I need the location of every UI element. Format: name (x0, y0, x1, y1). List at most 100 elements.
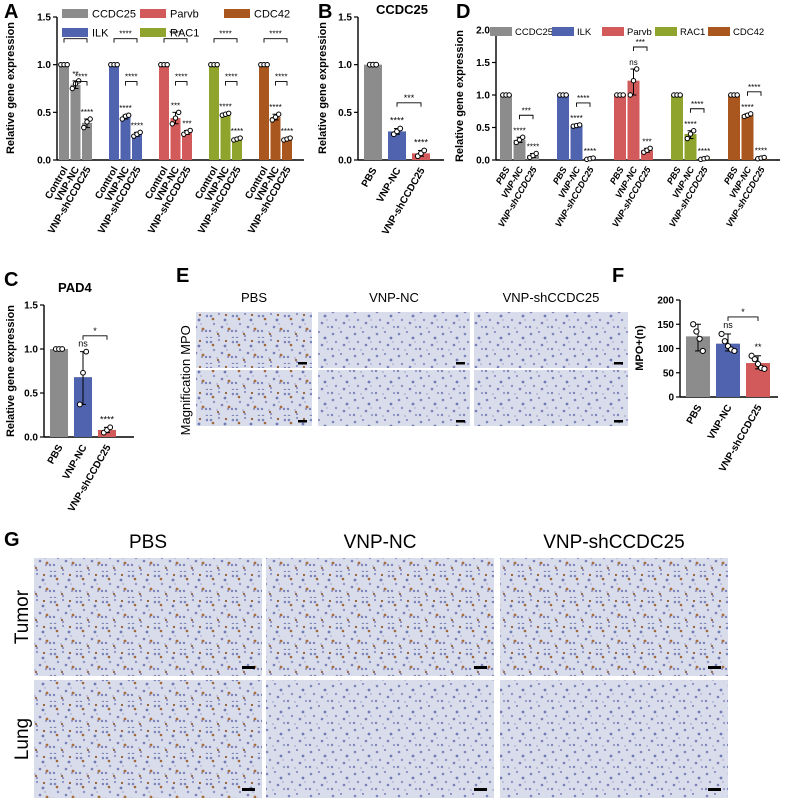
panel-g-scale-bar (242, 666, 255, 669)
chart-a-bar (70, 84, 81, 160)
chart-d-sig-label: ns (629, 58, 637, 67)
chart-a-point (287, 135, 293, 141)
chart-d-legend-swatch (708, 27, 730, 36)
chart-a-bar (220, 114, 231, 160)
chart-d-sig-label: **** (684, 120, 696, 129)
chart-a-legend-label: CDC42 (254, 9, 290, 21)
chart-a-point (176, 109, 182, 116)
chart-a-ytick-label: 0.5 (37, 108, 51, 119)
chart-d-bracket (690, 108, 705, 113)
panel-g-histology-image (500, 680, 728, 798)
chart-d-bracket (576, 102, 591, 107)
chart-c-point (80, 369, 86, 376)
chart-d-sig-label: **** (741, 103, 753, 112)
chart-a-point (64, 61, 70, 68)
chart-c-title: PAD4 (58, 280, 92, 295)
chart-a-sig-label: *** (182, 119, 191, 128)
chart-d-point (761, 154, 767, 161)
chart-a-bar (82, 122, 92, 160)
chart-f-point (754, 360, 762, 368)
panel-label-g: G (4, 529, 20, 551)
chart-d-bracket-label: **** (748, 83, 760, 92)
chart-d-bar (570, 125, 583, 160)
chart-f-sig-label: ** (754, 342, 762, 352)
chart-c-bar (98, 429, 116, 437)
chart-d-bracket-label: *** (522, 106, 531, 115)
chart-a-point (226, 110, 232, 116)
chart-a-legend-swatch (140, 9, 166, 18)
chart-a-point (169, 121, 176, 127)
panel-e-column-title: VNP-NC (369, 290, 419, 305)
chart-d-ytick-label: 0.0 (476, 156, 490, 167)
chart-d-bar (614, 95, 626, 160)
chart-b-sig-label: **** (414, 137, 429, 147)
panel-g-histology-image (34, 558, 262, 676)
chart-f-point (693, 328, 700, 335)
chart-a-bracket-label: **** (175, 73, 187, 82)
chart-a-sig-label: ** (72, 70, 78, 79)
chart-d-point (687, 131, 694, 137)
chart-a-point (69, 85, 76, 92)
chart-b-sig-label: **** (390, 116, 405, 126)
chart-a-legend-label: RAC1 (170, 28, 199, 40)
chart-c-ytick-label: 0.5 (24, 389, 38, 400)
chart-a-point (269, 117, 275, 123)
chart-b-bracket (396, 102, 422, 107)
chart-a-bracket-label: **** (275, 73, 287, 82)
chart-d-point (577, 122, 583, 128)
chart-b-bar (388, 131, 406, 160)
chart-a-bracket (113, 38, 138, 43)
chart-a-point (276, 111, 282, 117)
chart-f-ytick-label: 150 (657, 320, 674, 331)
chart-a-point (272, 114, 279, 120)
chart-c-ytick-label: 1.5 (24, 301, 38, 312)
chart-a-sig-label: **** (231, 127, 243, 136)
chart-a-point (126, 112, 132, 118)
chart-d-legend-swatch (602, 27, 624, 36)
chart-f-point (731, 347, 738, 355)
chart-a-bar (59, 64, 69, 160)
chart-d-bar (728, 95, 740, 160)
chart-d-point (677, 92, 683, 98)
chart-d-sig-label: **** (698, 147, 710, 156)
panel-g-scale-bar (708, 788, 721, 791)
chart-a-ylabel: Relative gene expression (5, 22, 17, 154)
chart-d-point (704, 155, 710, 161)
panel-g-scale-bar (242, 788, 255, 791)
chart-a-bar (259, 64, 269, 160)
panel-label-d: D (456, 1, 470, 23)
panel-g-row-title: Lung (12, 718, 33, 760)
chart-d-point (734, 92, 740, 98)
chart-a-bracket-label: **** (125, 73, 137, 82)
chart-a-legend-swatch (140, 28, 166, 37)
chart-d-bar (500, 95, 512, 160)
chart-d-legend-swatch (552, 27, 574, 36)
chart-a-bracket-label: **** (269, 30, 281, 39)
chart-d-point (634, 66, 640, 72)
chart-d-legend-label: RAC1 (680, 27, 705, 38)
panel-e-column-title: VNP-shCCDC25 (503, 290, 600, 305)
chart-c-ylabel: Relative gene expression (5, 305, 17, 437)
chart-f-xtick-label: PBS (685, 403, 705, 427)
chart-a-bracket (125, 81, 138, 86)
chart-f-point (718, 330, 725, 338)
chart-d-sig-label: **** (584, 147, 596, 156)
chart-f-ylabel: MPO+(n) (634, 325, 646, 371)
chart-d-bracket (633, 46, 648, 51)
chart-a-bracket (275, 81, 288, 86)
chart-a-bracket (263, 38, 288, 43)
chart-a-point (264, 61, 270, 68)
panel-g-histology-image (500, 558, 728, 676)
chart-d-point (563, 92, 569, 98)
chart-d-ytick-label: 1.0 (476, 91, 490, 102)
chart-d-point (627, 92, 633, 98)
chart-b-ytick-label: 1.5 (338, 13, 352, 24)
chart-d-legend-label: CDC42 (733, 27, 764, 38)
chart-a-bar (132, 134, 142, 160)
chart-f-xtick-label: VNP-NC (706, 403, 735, 442)
chart-d-bar (627, 80, 640, 160)
chart-d-point (520, 134, 526, 140)
chart-c-xtick-label: PBS (46, 443, 66, 467)
chart-a-bar (109, 64, 119, 160)
